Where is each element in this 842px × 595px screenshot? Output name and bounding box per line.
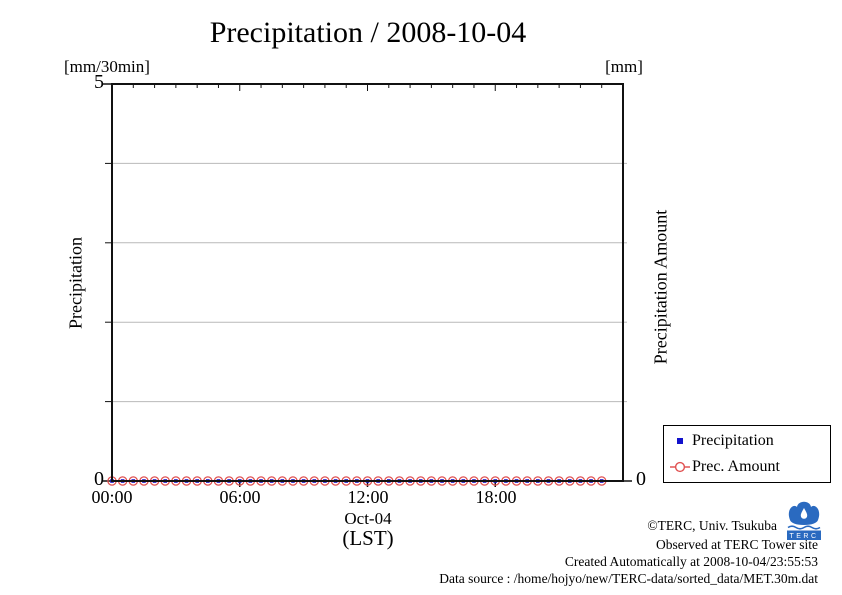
created-timestamp-text: Created Automatically at 2008-10-04/23:5… <box>564 554 818 569</box>
chart-title: Precipitation / 2008-10-04 <box>209 16 527 49</box>
filled-square-icon <box>677 438 683 444</box>
observed-site-text: Observed at TERC Tower site <box>655 537 818 552</box>
legend-label: Precipitation <box>692 432 774 449</box>
right-axis-min-tick: 0 <box>636 468 646 490</box>
x-tick-0000: 00:00 <box>91 487 133 507</box>
legend-box: Precipitation Prec. Amount <box>663 425 831 483</box>
x-tick-1200: 12:00 <box>347 487 389 507</box>
open-circle-icon <box>670 461 690 473</box>
x-axis-timezone-label: (LST) <box>342 526 394 550</box>
legend-item-prec-amount: Prec. Amount <box>664 453 830 481</box>
left-axis-unit: [mm/30min] <box>64 57 150 76</box>
right-axis-unit: [mm] <box>605 57 643 76</box>
terc-logo-wave <box>787 525 821 530</box>
legend-label: Prec. Amount <box>692 458 780 475</box>
axis-ticks <box>103 83 632 487</box>
x-axis-date-label: Oct-04 <box>344 509 392 528</box>
plot-frame <box>111 83 624 482</box>
left-axis-min-tick: 0 <box>94 468 104 490</box>
legend-item-precipitation: Precipitation <box>664 427 830 455</box>
gridlines <box>112 162 623 403</box>
x-tick-0600: 06:00 <box>219 487 261 507</box>
x-tick-1800: 18:00 <box>475 487 517 507</box>
terc-logo-letters: TERC <box>789 533 818 540</box>
copyright-text: ©TERC, Univ. Tsukuba <box>647 518 777 533</box>
terc-logo-droplet <box>800 508 808 519</box>
left-axis-max-tick: 5 <box>94 71 104 93</box>
data-source-text: Data source : /home/hojyo/new/TERC-data/… <box>439 571 818 586</box>
terc-logo: TERC <box>787 501 821 540</box>
terc-logo-bar <box>787 530 821 540</box>
